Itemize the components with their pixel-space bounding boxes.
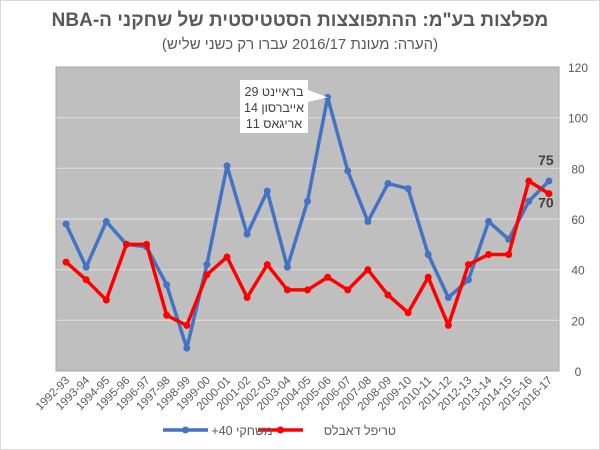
data-point bbox=[464, 276, 472, 284]
data-point bbox=[384, 180, 392, 188]
data-point bbox=[404, 309, 412, 317]
data-point bbox=[203, 271, 211, 279]
y-tick-label: 0 bbox=[575, 365, 582, 379]
data-point bbox=[183, 344, 191, 352]
data-point bbox=[283, 263, 291, 271]
data-point bbox=[304, 286, 311, 294]
legend-label: משחקי 40+ bbox=[211, 424, 272, 438]
data-point bbox=[464, 261, 472, 269]
data-point bbox=[163, 311, 171, 319]
data-point bbox=[62, 220, 70, 228]
y-tick-label: 120 bbox=[568, 61, 588, 75]
end-value-label: 70 bbox=[538, 195, 554, 211]
data-point bbox=[82, 276, 90, 284]
data-point bbox=[283, 286, 291, 294]
data-point bbox=[263, 187, 271, 195]
data-point bbox=[545, 190, 553, 198]
data-point bbox=[143, 240, 151, 248]
y-tick-label: 20 bbox=[571, 314, 585, 328]
end-value-label: 75 bbox=[538, 152, 554, 168]
legend-label: טריפל דאבלס bbox=[324, 424, 396, 438]
data-point bbox=[223, 253, 231, 261]
callout-line: אייברסון 14 bbox=[244, 101, 304, 115]
data-point bbox=[364, 218, 372, 226]
data-point bbox=[364, 266, 372, 274]
data-point bbox=[102, 296, 110, 304]
data-point bbox=[243, 230, 251, 238]
data-point bbox=[203, 261, 211, 269]
data-point bbox=[82, 263, 90, 271]
y-tick-label: 80 bbox=[571, 162, 585, 176]
data-point bbox=[344, 286, 352, 294]
data-point bbox=[444, 321, 452, 329]
data-point bbox=[545, 177, 553, 185]
data-point bbox=[525, 197, 533, 205]
y-tick-label: 100 bbox=[568, 112, 588, 126]
data-point bbox=[304, 197, 311, 205]
y-tick-label: 40 bbox=[571, 264, 585, 278]
data-point bbox=[163, 281, 171, 289]
data-point bbox=[324, 273, 332, 281]
data-point bbox=[404, 185, 412, 193]
legend-swatch-marker bbox=[277, 426, 284, 434]
data-point bbox=[485, 218, 493, 226]
data-point bbox=[525, 177, 533, 185]
data-point bbox=[344, 167, 352, 175]
callout-line: בראיינט 29 bbox=[245, 85, 304, 99]
data-point bbox=[485, 250, 493, 258]
data-point bbox=[223, 162, 231, 170]
data-point bbox=[183, 321, 191, 329]
data-point bbox=[243, 294, 251, 302]
data-point bbox=[62, 258, 70, 266]
data-point bbox=[424, 273, 432, 281]
data-point bbox=[102, 218, 110, 226]
callout-box bbox=[240, 80, 328, 133]
chart-subtitle: (הערה: מעונת 2016/17 עברו רק כשני שליש) bbox=[161, 36, 439, 53]
callout-line: אריגאס 11 bbox=[246, 117, 302, 131]
data-point bbox=[384, 291, 392, 299]
data-point bbox=[122, 240, 130, 248]
data-point bbox=[263, 261, 271, 269]
data-point bbox=[444, 294, 452, 302]
chart-title: מפלצות בע"מ: ההתפוצצות הסטטיסטית של שחקנ… bbox=[51, 10, 549, 31]
data-point bbox=[424, 250, 432, 258]
y-tick-label: 60 bbox=[571, 213, 585, 227]
data-point bbox=[505, 250, 513, 258]
data-point bbox=[505, 235, 513, 243]
legend-swatch-marker bbox=[182, 426, 189, 434]
